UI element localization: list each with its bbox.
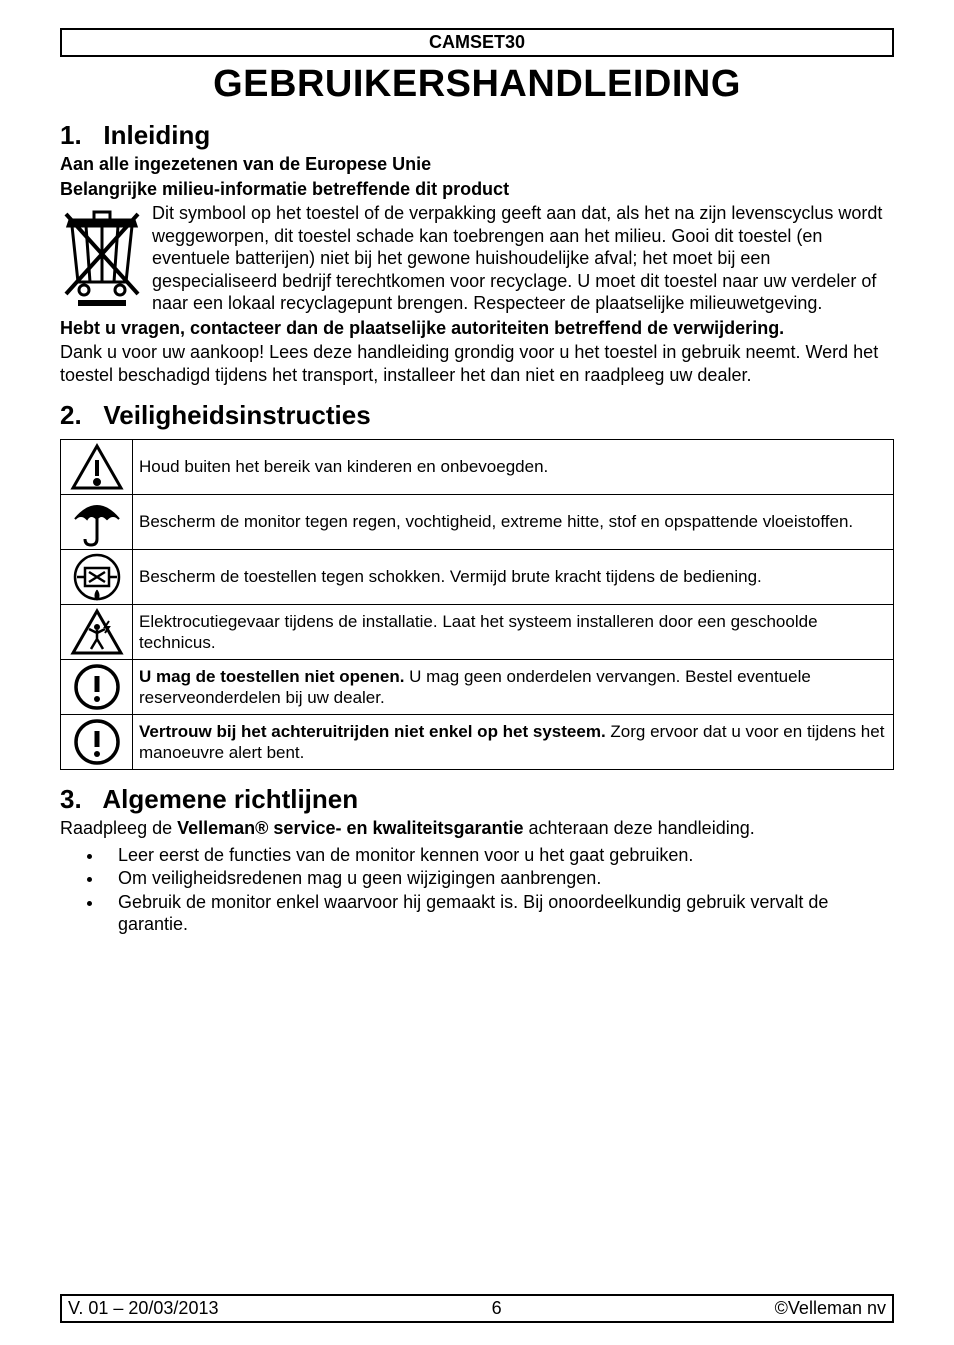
section-1-subheading-2: Belangrijke milieu-informatie betreffend… [60, 178, 894, 201]
section-1-heading: 1. Inleiding [60, 120, 894, 151]
safety-bold-4: U mag de toestellen niet openen. [139, 667, 404, 686]
footer-right: ©Velleman nv [775, 1298, 886, 1319]
safety-text-1: Bescherm de monitor tegen regen, vochtig… [133, 495, 894, 550]
weee-text: Dit symbool op het toestel of de verpakk… [152, 203, 882, 313]
section-1-subheading-1: Aan alle ingezetenen van de Europese Uni… [60, 153, 894, 176]
weee-block: Dit symbool op het toestel of de verpakk… [60, 202, 894, 315]
section-2-number: 2. [60, 400, 82, 430]
intro-suffix: achteraan deze handleiding. [524, 818, 755, 838]
list-item: Om veiligheidsredenen mag u geen wijzigi… [104, 867, 894, 890]
electrocution-icon [61, 605, 133, 660]
table-row: U mag de toestellen niet openen. U mag g… [61, 660, 894, 715]
intro-prefix: Raadpleeg de [60, 818, 177, 838]
footer-left: V. 01 – 20/03/2013 [68, 1298, 218, 1319]
list-item: Gebruik de monitor enkel waarvoor hij ge… [104, 891, 894, 936]
footer-center: 6 [492, 1298, 502, 1319]
shock-icon [61, 550, 133, 605]
weee-bin-icon [60, 206, 144, 306]
thanks-text: Dank u voor uw aankoop! Lees deze handle… [60, 341, 894, 386]
section-3-number: 3. [60, 784, 82, 814]
warning-triangle-icon [61, 440, 133, 495]
page: CAMSET30 GEBRUIKERSHANDLEIDING 1. Inleid… [0, 0, 954, 1345]
safety-text-4: U mag de toestellen niet openen. U mag g… [133, 660, 894, 715]
safety-table: Houd buiten het bereik van kinderen en o… [60, 439, 894, 770]
safety-text-5: Vertrouw bij het achteruitrijden niet en… [133, 715, 894, 770]
table-row: Bescherm de monitor tegen regen, vochtig… [61, 495, 894, 550]
table-row: Vertrouw bij het achteruitrijden niet en… [61, 715, 894, 770]
safety-text-0: Houd buiten het bereik van kinderen en o… [133, 440, 894, 495]
list-item: Leer eerst de functies van de monitor ke… [104, 844, 894, 867]
section-3-title: Algemene richtlijnen [102, 784, 358, 814]
table-row: Bescherm de toestellen tegen schokken. V… [61, 550, 894, 605]
safety-text-3: Elektrocutiegevaar tijdens de installati… [133, 605, 894, 660]
table-row: Elektrocutiegevaar tijdens de installati… [61, 605, 894, 660]
info-circle-icon [61, 660, 133, 715]
section-2-title: Veiligheidsinstructies [103, 400, 370, 430]
header-model: CAMSET30 [429, 32, 525, 52]
guideline-list: Leer eerst de functies van de monitor ke… [60, 844, 894, 936]
section-3-intro: Raadpleeg de Velleman® service- en kwali… [60, 817, 894, 840]
intro-bold: Velleman® service- en kwaliteitsgarantie [177, 818, 523, 838]
umbrella-icon [61, 495, 133, 550]
section-2-heading: 2. Veiligheidsinstructies [60, 400, 894, 431]
info-circle-icon [61, 715, 133, 770]
header-model-box: CAMSET30 [60, 28, 894, 57]
contact-bold: Hebt u vragen, contacteer dan de plaatse… [60, 317, 894, 340]
safety-bold-5: Vertrouw bij het achteruitrijden niet en… [139, 722, 606, 741]
section-1-title: Inleiding [103, 120, 210, 150]
main-title: GEBRUIKERSHANDLEIDING [60, 63, 894, 106]
safety-text-2: Bescherm de toestellen tegen schokken. V… [133, 550, 894, 605]
table-row: Houd buiten het bereik van kinderen en o… [61, 440, 894, 495]
section-1-number: 1. [60, 120, 82, 150]
footer-box: V. 01 – 20/03/2013 6 ©Velleman nv [60, 1294, 894, 1323]
section-3-heading: 3. Algemene richtlijnen [60, 784, 894, 815]
